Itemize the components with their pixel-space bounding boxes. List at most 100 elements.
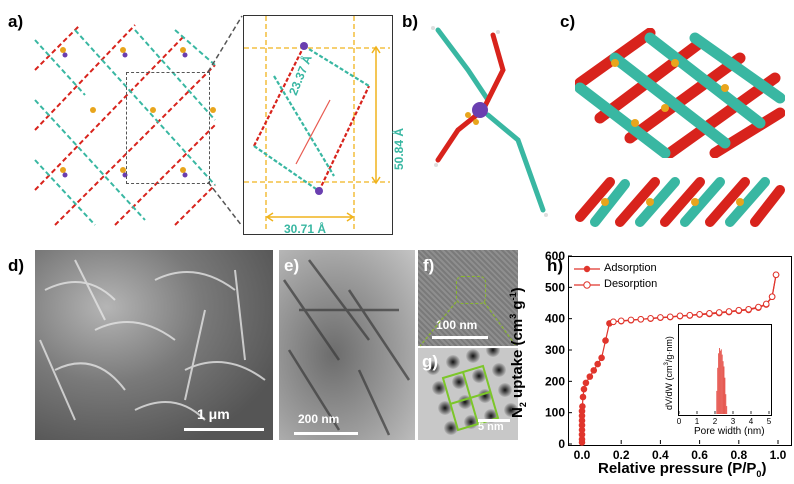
pore-bar [716,390,718,414]
y-tick-label: 0 [558,437,565,451]
unit-cell-structure [244,16,390,232]
data-point-desorption [725,308,733,315]
data-point-desorption [686,311,694,319]
x-tick-label: 1.0 [770,448,787,462]
data-point-desorption [627,316,635,324]
data-point-adsorption [579,403,586,410]
vertical-dimension-arrow [371,45,381,185]
data-point-desorption [768,293,776,301]
isotherm-xlabel: Relative pressure (P/P0) [598,460,767,479]
y-tick-label: 300 [545,343,565,357]
data-point-desorption [762,300,770,308]
legend-adsorption-marker [574,265,600,273]
panel-label-a: a) [8,12,24,31]
data-point-adsorption [590,367,598,374]
x-tick-label: 0.2 [613,448,630,462]
y-tick-label: 600 [545,249,565,263]
legend: Adsorption Desorption [574,262,704,298]
hrtem-scale-bar [432,336,488,339]
pore-size-chart: 0 1 2 3 4 5 [677,348,772,426]
x-tick-label: 0.0 [574,448,591,462]
pore-bar [723,366,725,414]
pore-bar [722,361,724,414]
data-point-desorption [657,314,664,321]
tem-scale-bar [294,432,358,435]
pore-bar [718,353,720,414]
data-point-desorption [706,310,713,317]
lattice-scale-label: 5 nm [478,421,504,433]
pore-bar [720,349,722,414]
pore-bar [725,394,727,414]
sem-scale-label: 1 μm [197,406,230,422]
legend-desorption-label: Desorption [604,278,658,290]
isotherm-ylabel: N2 uptake (cm3 g-1) [508,287,528,418]
pore-bar [721,354,723,414]
data-point-desorption [715,309,723,316]
y-tick-label: 100 [545,406,565,420]
zoom-selection-box [126,72,210,184]
isotherm-chart: 0.0 0.2 0.4 0.6 0.8 1.0 0 100 200 300 400 500 600 [545,249,787,462]
legend-adsorption-label: Adsorption [604,262,657,274]
tem-image [279,250,415,440]
molecule-model [431,26,548,217]
hrtem-selection-box [456,276,486,304]
isotherm-frame [568,256,792,446]
x-tick-label: 0.8 [730,448,747,462]
data-point-desorption [666,313,674,321]
inset-xlabel: Pore width (nm) [694,426,765,437]
lattice-image [418,348,518,440]
data-point-adsorption [579,393,587,401]
data-point-desorption [637,315,645,323]
space-filling-side-view [575,177,785,227]
panel-label-g: g) [422,352,439,371]
framework-lattice [34,24,216,226]
data-point-adsorption [594,360,601,368]
inset-ylabel: dV/dW (cm3/g·nm) [664,336,674,410]
inset-x-tick-label: 0 [677,417,682,426]
data-point-desorption [696,310,703,318]
dimension-horizontal: 30.71 Å [284,222,327,236]
data-point-desorption [755,303,762,311]
data-point-desorption [647,315,654,322]
data-point-desorption [735,306,743,314]
inset-x-tick-label: 5 [767,417,772,426]
pore-bar [719,350,721,414]
x-tick-label: 0.6 [691,448,708,462]
unit-cell-panel [243,15,393,235]
hrtem-scale-label: 100 nm [436,318,478,332]
hrtem-image [418,250,518,346]
inset-x-tick-label: 1 [695,417,700,426]
data-point-adsorption [586,373,594,380]
data-point-adsorption [602,337,609,344]
data-point-desorption [610,318,617,326]
data-point-desorption [617,317,625,325]
dimension-vertical: 50.84 Å [392,127,406,170]
data-point-adsorption [598,354,605,362]
legend-desorption-marker [574,281,600,289]
data-point-desorption [745,305,752,313]
data-point-adsorption [582,379,590,387]
sem-scale-bar [184,428,264,431]
x-tick-label: 0.4 [652,448,669,462]
data-point-desorption [676,312,684,320]
pore-bar [726,406,728,414]
inset-x-tick-label: 4 [749,417,754,426]
data-point-desorption [772,271,780,279]
inset-x-tick-label: 2 [713,417,718,426]
inset-x-tick-label: 3 [731,417,736,426]
pore-bar [717,367,719,414]
data-point-adsorption [580,385,588,393]
panel-label-d: d) [8,256,25,275]
y-tick-label: 400 [545,312,565,326]
sem-image [35,250,273,440]
horizontal-dimension-arrow [265,212,355,222]
pore-bar [724,377,726,414]
panel-label-c: c) [560,12,576,31]
fft-connector-lines [419,301,517,347]
y-tick-label: 200 [545,374,565,388]
lattice-scale-bar [478,419,510,422]
space-filling-top-view [575,28,785,158]
panel-label-h: h) [547,256,564,275]
y-tick-label: 500 [545,280,565,294]
panel-label-f: f) [423,256,435,275]
